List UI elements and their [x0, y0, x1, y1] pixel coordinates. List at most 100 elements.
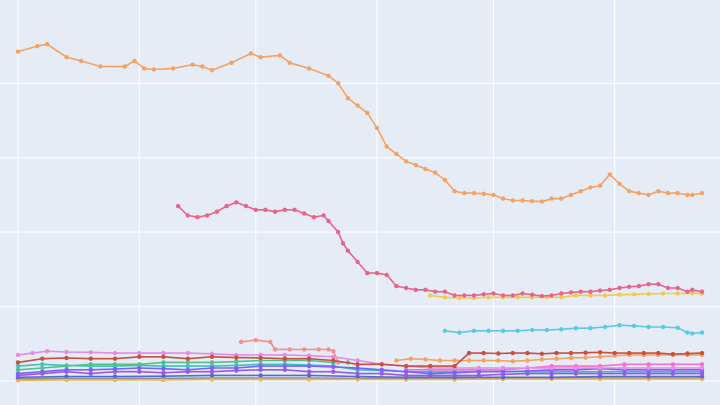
- data-point: [646, 282, 651, 287]
- data-point: [345, 248, 351, 253]
- series-group: [175, 200, 705, 299]
- data-point: [500, 328, 506, 333]
- data-point: [549, 293, 554, 298]
- data-point: [597, 288, 603, 293]
- data-point: [379, 371, 384, 376]
- data-point: [646, 362, 651, 367]
- data-point: [670, 352, 676, 357]
- data-point: [685, 192, 690, 198]
- data-point: [607, 287, 612, 292]
- data-point: [40, 369, 45, 374]
- data-point: [379, 362, 384, 367]
- data-point: [515, 328, 520, 333]
- data-point: [137, 365, 142, 371]
- data-point: [433, 170, 438, 175]
- data-point: [302, 347, 307, 352]
- data-point: [597, 371, 603, 376]
- data-point: [394, 151, 399, 157]
- data-point: [685, 330, 690, 335]
- data-point: [481, 350, 486, 356]
- data-point: [661, 291, 666, 296]
- data-point: [185, 356, 190, 361]
- data-point: [112, 356, 118, 361]
- data-point: [568, 192, 574, 198]
- data-point: [675, 291, 680, 296]
- data-point: [452, 363, 457, 369]
- data-point: [282, 367, 287, 372]
- data-point: [403, 373, 409, 378]
- data-point: [175, 203, 181, 209]
- data-point: [258, 363, 263, 369]
- data-point: [282, 363, 287, 369]
- data-point: [306, 369, 312, 374]
- data-point: [685, 351, 690, 356]
- data-point: [15, 49, 21, 54]
- data-point: [559, 327, 564, 332]
- data-point: [617, 292, 622, 297]
- data-point: [336, 81, 341, 86]
- data-point: [88, 367, 94, 372]
- data-point: [277, 53, 283, 58]
- data-point: [214, 209, 220, 214]
- data-point: [355, 371, 360, 376]
- data-point: [466, 350, 472, 356]
- data-point: [690, 331, 695, 336]
- data-point: [161, 374, 166, 379]
- data-point: [379, 367, 384, 372]
- data-point: [306, 66, 312, 71]
- data-point: [442, 295, 448, 300]
- data-point: [321, 213, 326, 218]
- data-point: [457, 295, 462, 301]
- data-point: [112, 374, 118, 379]
- data-point: [573, 326, 579, 331]
- data-point: [491, 291, 496, 296]
- data-point: [481, 292, 486, 297]
- data-point: [331, 369, 336, 374]
- data-point: [602, 293, 608, 298]
- data-point: [549, 375, 554, 380]
- data-point: [64, 355, 69, 361]
- data-point: [646, 365, 651, 371]
- data-point: [161, 377, 166, 383]
- series-group: [442, 323, 705, 336]
- data-point: [15, 360, 21, 365]
- data-point: [573, 293, 579, 298]
- data-point: [423, 357, 428, 362]
- data-point: [355, 358, 360, 363]
- data-point: [44, 42, 50, 47]
- data-point: [306, 356, 312, 361]
- data-point: [588, 293, 593, 298]
- data-point: [588, 185, 593, 190]
- data-point: [326, 347, 331, 352]
- data-point: [229, 60, 234, 65]
- data-point: [510, 293, 515, 298]
- data-point: [384, 144, 389, 149]
- data-point: [248, 51, 254, 56]
- data-point: [185, 367, 190, 372]
- data-point: [525, 365, 530, 371]
- data-point: [699, 289, 705, 294]
- data-point: [568, 350, 574, 356]
- series-line: [395, 354, 703, 363]
- data-point: [403, 285, 409, 291]
- data-point: [583, 355, 588, 360]
- data-point: [88, 350, 94, 355]
- data-point: [413, 287, 418, 292]
- data-point: [539, 357, 545, 362]
- data-point: [234, 359, 239, 364]
- data-point: [602, 324, 608, 330]
- data-point: [670, 371, 676, 376]
- data-point: [452, 293, 457, 298]
- data-point: [462, 293, 467, 298]
- data-point: [525, 350, 530, 356]
- data-point: [122, 64, 127, 69]
- data-point: [646, 324, 651, 330]
- data-point: [234, 365, 239, 371]
- data-point: [496, 358, 501, 363]
- data-point: [597, 365, 603, 371]
- data-point: [282, 356, 287, 361]
- data-point: [161, 350, 166, 356]
- data-point: [554, 356, 559, 361]
- data-point: [205, 213, 210, 218]
- data-point: [675, 190, 680, 196]
